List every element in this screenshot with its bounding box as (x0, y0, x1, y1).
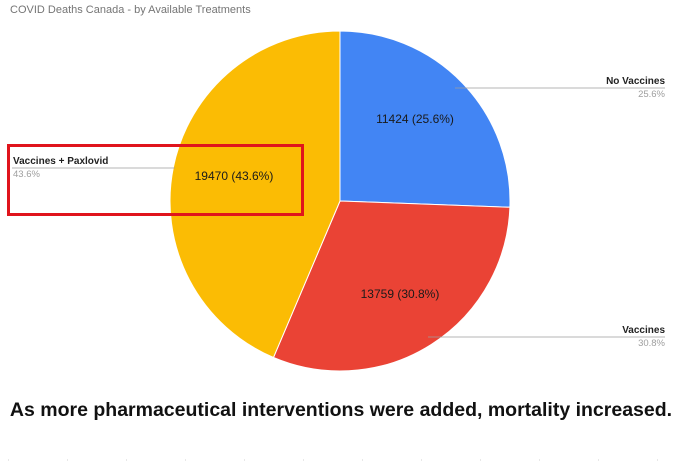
legend-label-vaccines: Vaccines (622, 325, 665, 336)
legend-percent-no-vaccines: 25.6% (638, 89, 665, 100)
slice-value-label-vaccines-paxlovid: 19470 (43.6%) (195, 169, 274, 183)
caption: As more pharmaceutical interventions wer… (9, 399, 673, 421)
legend-label-no-vaccines: No Vaccines (606, 76, 665, 87)
pie-slice-vaccines-paxlovid (169, 30, 341, 359)
pie-slice-no-vaccines (339, 30, 511, 208)
slice-value-label-vaccines: 13759 (30.8%) (361, 287, 440, 301)
bottom-dotted-line (8, 459, 680, 461)
chart-title: COVID Deaths Canada - by Available Treat… (10, 4, 251, 16)
slice-value-label-no-vaccines: 11424 (25.6%) (376, 112, 454, 126)
pie-chart: 11424 (25.6%) No Vaccines 25.6% 13759 (30.8… (12, 30, 666, 372)
legend-label-vaccines-paxlovid: Vaccines + Paxlovid (13, 156, 108, 167)
legend-percent-vaccines-paxlovid: 43.6% (13, 169, 40, 180)
pie-slice-vaccines (272, 200, 511, 372)
legend-percent-vaccines: 30.8% (638, 338, 665, 349)
highlight-box (7, 144, 304, 216)
